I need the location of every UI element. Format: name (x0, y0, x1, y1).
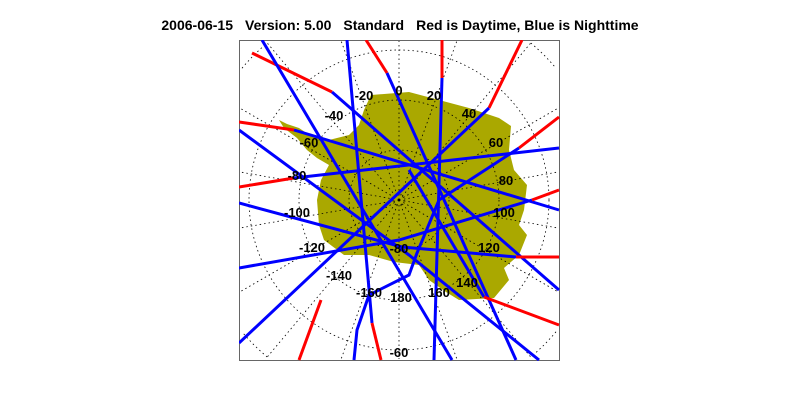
longitude-label: 60 (489, 135, 503, 150)
nighttime-track (293, 146, 560, 180)
latitude-label: -60 (390, 345, 409, 360)
nighttime-track (352, 146, 520, 361)
longitude-label: 100 (493, 205, 515, 220)
longitude-label: 180 (390, 290, 412, 305)
daytime-track (518, 115, 560, 150)
meridian-line (340, 40, 398, 196)
meridian-line (400, 204, 458, 360)
daytime-track (297, 299, 323, 361)
daytime-track (239, 120, 295, 132)
longitude-label: -120 (299, 240, 325, 255)
latitude-circle (530, 331, 557, 358)
daytime-track (251, 51, 333, 94)
nighttime-track (293, 128, 560, 212)
pole-marker (397, 198, 401, 202)
nighttime-track (260, 40, 454, 361)
longitude-label: -60 (300, 135, 319, 150)
latitude-circle (298, 99, 500, 301)
title-version: Version: 5.00 (245, 17, 332, 33)
nighttime-track (239, 106, 491, 345)
daytime-track (483, 295, 560, 327)
daytime-track (239, 176, 295, 189)
chart-title: 2006-06-15 Version: 5.00 Standard Red is Da… (0, 17, 800, 33)
longitude-label: 120 (478, 240, 500, 255)
daytime-track (364, 40, 389, 74)
nighttime-track (385, 72, 518, 361)
nighttime-track (239, 128, 540, 361)
longitude-label: 20 (427, 88, 441, 103)
longitude-label: -80 (288, 168, 307, 183)
nighttime-track (345, 40, 374, 324)
meridian-line (239, 202, 395, 293)
polar-map: 0 20 40 60 80 100 120 140 160 180 -160 -140-120 -100… (239, 40, 560, 361)
longitude-label: -40 (325, 108, 344, 123)
latitude-circle (241, 331, 268, 358)
nighttime-track (239, 198, 533, 270)
longitude-label: -20 (355, 88, 374, 103)
meridian-line (239, 107, 395, 198)
longitude-label: 140 (456, 275, 478, 290)
meridian-line (403, 107, 559, 198)
longitude-label: 40 (462, 106, 476, 121)
daytime-track (370, 322, 383, 361)
longitude-label: -100 (284, 205, 310, 220)
longitude-label: -160 (356, 285, 382, 300)
nighttime-track (407, 169, 486, 298)
satellite-tracks (239, 40, 560, 361)
longitude-label: 80 (499, 173, 513, 188)
title-legend: Red is Daytime, Blue is Nighttime (416, 17, 639, 33)
title-product: Standard (343, 17, 405, 33)
latitude-label: -80 (390, 241, 409, 256)
daytime-track (487, 40, 524, 109)
title-date: 2006-06-15 (161, 17, 234, 33)
daytime-track (531, 188, 560, 202)
nighttime-track (239, 201, 517, 259)
longitude-label: 160 (428, 285, 450, 300)
latitude-circle (530, 42, 557, 69)
meridian-line (403, 202, 559, 293)
latitude-circle (241, 42, 268, 69)
longitude-label: 0 (395, 83, 402, 98)
longitude-label: -140 (326, 268, 352, 283)
